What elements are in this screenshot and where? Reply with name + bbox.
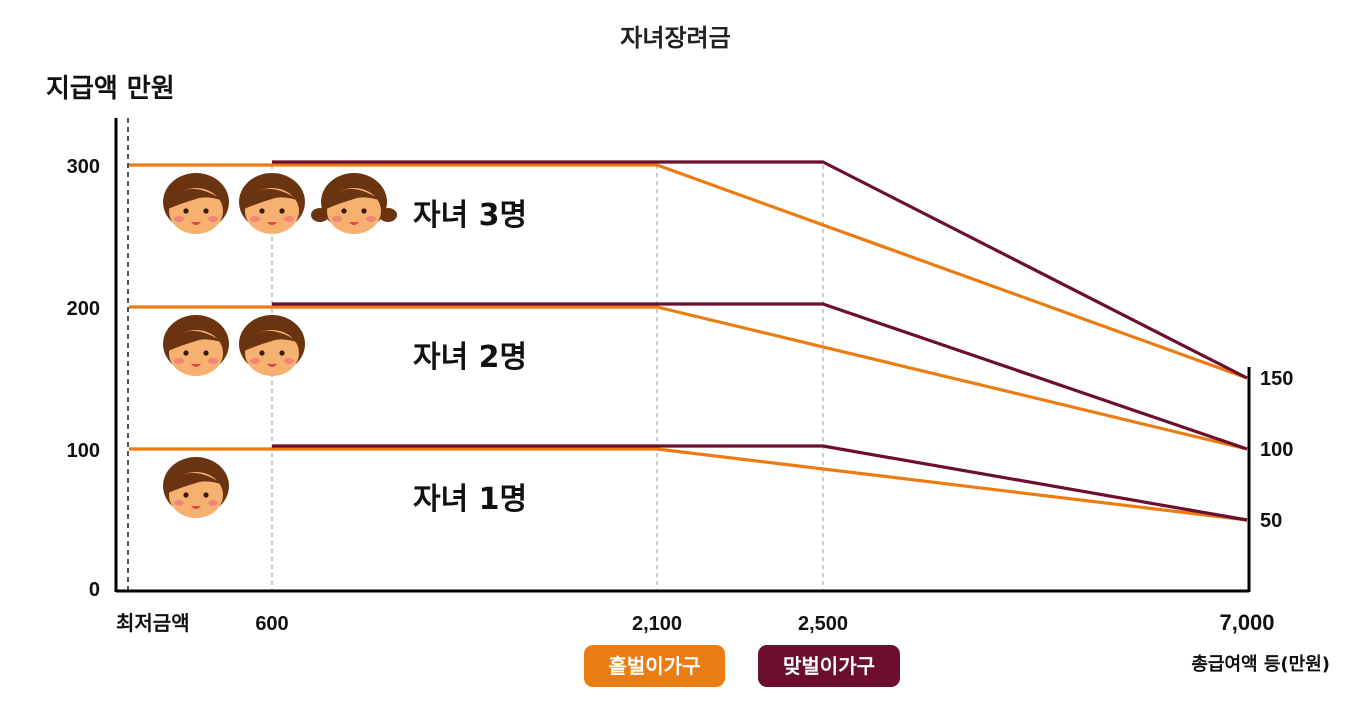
y-axis-label: 지급액 만원 [46,74,175,104]
x-tick-1: 600 [255,613,288,635]
x-axis-label: 총급여액 등(만원) [1191,654,1330,675]
y-tick-left-300: 300 [67,156,100,178]
x-tick-4: 7,000 [1219,610,1274,635]
child-face-icon [239,173,305,234]
single-income-line-1 [129,447,1248,522]
group-label-2: 자녀 2명 [413,340,527,375]
child-face-icon [311,173,397,234]
single-income-line-2 [129,305,1248,451]
child-face-icon [239,315,305,376]
child-face-icon [163,457,229,518]
y-tick-left-200: 200 [67,298,100,320]
child-face-icon [163,173,229,234]
chart-title: 자녀장려금 [620,24,731,52]
legend-dual-income: 맞벌이가구 [758,645,900,687]
y-tick-right-100: 100 [1260,439,1293,461]
y-tick-left-100: 100 [67,440,100,462]
y-tick-right-150: 150 [1260,368,1293,390]
dual-income-line-1 [272,444,1248,522]
x-tick-2: 2,100 [632,613,682,635]
dual-income-line-2 [272,302,1248,451]
y-tick-left-0: 0 [89,579,100,601]
group-label-3: 자녀 3명 [413,198,527,233]
x-tick-3: 2,500 [798,613,848,635]
child-face-icon [163,315,229,376]
y-tick-right-50: 50 [1260,510,1282,532]
single-income-line-3 [129,163,1248,380]
legend-single-income: 홑벌이가구 [584,645,725,687]
x-tick-0: 최저금액 [116,612,190,635]
dual-income-line-3 [272,160,1248,380]
group-label-1: 자녀 1명 [413,482,527,517]
